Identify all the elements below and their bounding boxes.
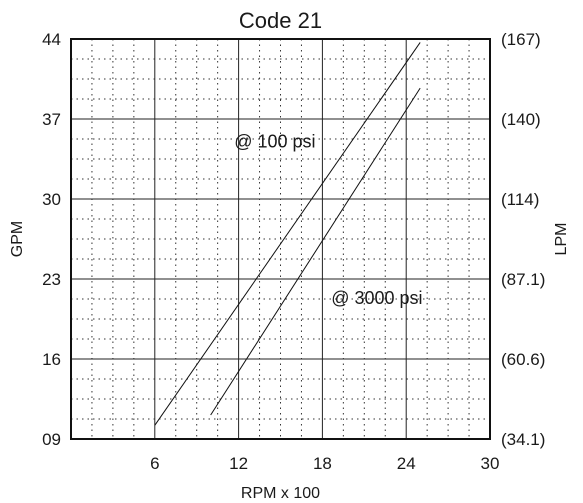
y-tick-label-left: 37 (42, 110, 61, 129)
y-axis-label-right: LPM (553, 223, 570, 256)
y-axis-label-left: GPM (9, 221, 26, 257)
plot-frame (70, 38, 491, 440)
series-layer (154, 42, 421, 426)
y-tick-label-left: 30 (42, 190, 61, 209)
y-tick-label-right: (60.6) (501, 350, 545, 369)
annotations: @ 100 psi @ 3000 psi (234, 132, 422, 309)
x-tick-label: 6 (150, 454, 159, 473)
y-tick-label-left: 09 (42, 430, 61, 449)
x-tick-label: 24 (397, 454, 416, 473)
y-tick-label-right: (140) (501, 110, 541, 129)
grid (71, 39, 490, 439)
y-tick-label-right: (167) (501, 30, 541, 49)
y-tick-label-right: (114) (501, 190, 539, 209)
y-tick-label-left: 16 (42, 350, 61, 369)
x-tick-label: 18 (313, 454, 332, 473)
series-line-2 (210, 87, 421, 416)
series-annotation: @ 100 psi (234, 132, 315, 152)
y-tick-label-left: 23 (42, 270, 61, 289)
tick-labels: 6 12 18 24 30 09 16 23 30 37 44 (34.1) (60.6) (87.1) (… (42, 30, 545, 473)
y-tick-label-right: (34.1) (501, 430, 545, 449)
x-tick-label: 12 (229, 454, 248, 473)
x-axis-label: RPM x 100 (241, 485, 320, 502)
chart-title: Code 21 (239, 8, 322, 33)
series-line-1 (154, 42, 421, 426)
x-tick-label: 30 (481, 454, 500, 473)
series-annotation: @ 3000 psi (331, 288, 422, 308)
y-tick-label-left: 44 (42, 30, 61, 49)
y-tick-label-right: (87.1) (501, 270, 545, 289)
